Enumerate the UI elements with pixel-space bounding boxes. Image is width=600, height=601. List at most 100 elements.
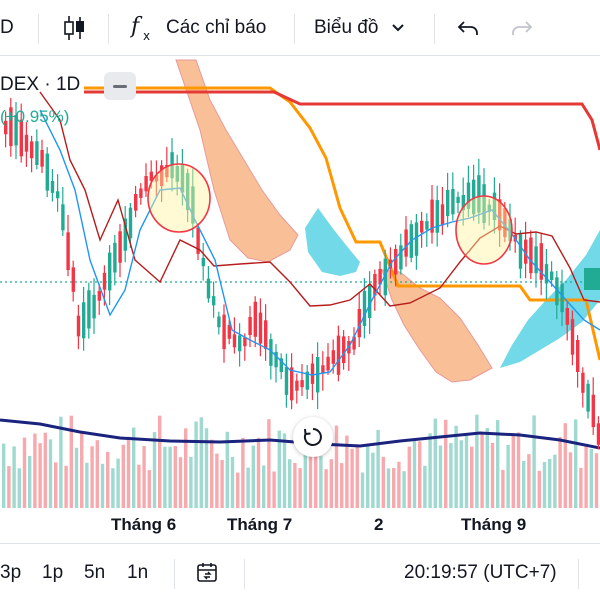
- candles-button[interactable]: [62, 0, 86, 56]
- x-axis-label: Tháng 9: [461, 515, 527, 534]
- candle: [310, 363, 315, 384]
- candle: [9, 107, 13, 146]
- range-button[interactable]: 1p: [42, 561, 64, 583]
- candle: [82, 302, 86, 339]
- volume-bar: [423, 465, 427, 508]
- undo-icon: [457, 21, 478, 35]
- candle: [87, 290, 91, 329]
- volume-bar: [324, 469, 328, 508]
- volume-bar: [366, 445, 370, 508]
- volume-bar: [100, 463, 105, 508]
- candle: [555, 277, 559, 306]
- volume-bar: [184, 428, 188, 508]
- redo-icon: [512, 21, 533, 35]
- toolbar-divider: [38, 14, 39, 44]
- volume-bar: [563, 423, 567, 508]
- candle: [134, 194, 138, 211]
- volume-bar: [12, 446, 16, 508]
- candle: [253, 301, 257, 337]
- candle: [154, 175, 159, 182]
- candle: [102, 272, 107, 290]
- candle: [61, 204, 65, 231]
- reset-view-icon: [303, 428, 322, 446]
- candle: [336, 335, 341, 375]
- volume-bar: [215, 453, 219, 508]
- volume-bar: [418, 441, 422, 508]
- volume-bar: [142, 446, 146, 508]
- volume-bar: [33, 433, 37, 508]
- volume-bar: [210, 439, 214, 508]
- range-button[interactable]: 1n: [127, 561, 149, 583]
- range-button[interactable]: 3p: [0, 561, 22, 583]
- candle: [539, 243, 543, 280]
- volume-bar: [340, 463, 344, 508]
- candle: [399, 245, 403, 270]
- candle: [206, 278, 211, 299]
- volume-bar: [236, 472, 240, 508]
- volume-bar: [532, 415, 536, 508]
- volume-bar: [381, 456, 385, 508]
- highlight-circle: [455, 195, 513, 265]
- volume-bar: [402, 471, 406, 508]
- volume-bar: [69, 415, 73, 508]
- volume-bar: [589, 448, 593, 508]
- price-chart[interactable]: [0, 57, 600, 540]
- symbol-button[interactable]: D: [0, 0, 14, 56]
- volume-bar: [542, 462, 547, 508]
- volume-bar: [106, 451, 110, 508]
- candle: [35, 141, 39, 165]
- volume-bar: [449, 443, 453, 508]
- range-button[interactable]: 5n: [84, 561, 106, 583]
- volume-bar: [22, 437, 27, 508]
- chart-type-button[interactable]: Biểu đồ: [314, 0, 406, 56]
- clock-timezone[interactable]: 20:19:57 (UTC+7): [404, 561, 557, 583]
- volume-bar: [464, 434, 469, 508]
- volume-bar: [126, 436, 131, 508]
- volume-bar: [48, 439, 53, 508]
- volume-bar: [163, 446, 167, 508]
- candle: [264, 320, 268, 349]
- volume-bar: [511, 433, 515, 508]
- candle: [180, 164, 185, 193]
- candle: [165, 165, 169, 178]
- volume-bar: [397, 461, 401, 508]
- volume-bar: [568, 452, 573, 508]
- candle: [248, 317, 252, 335]
- toolbar-divider: [108, 14, 109, 44]
- volume-bar: [334, 425, 339, 508]
- legend-collapse-button[interactable]: [104, 72, 136, 100]
- volume-bar: [496, 420, 500, 508]
- candle: [201, 257, 205, 267]
- candle: [128, 207, 133, 239]
- date-range-button[interactable]: [195, 544, 221, 601]
- volume-bar: [574, 419, 578, 508]
- candle: [14, 114, 18, 146]
- indicators-button[interactable]: f x Các chỉ báo: [130, 0, 266, 56]
- candle: [518, 234, 523, 269]
- candle: [362, 291, 367, 326]
- candle: [160, 165, 164, 187]
- undo-button[interactable]: [456, 0, 480, 56]
- candle: [30, 141, 34, 159]
- volume-bar: [241, 437, 245, 508]
- volume-bar: [64, 465, 68, 508]
- candle: [97, 291, 101, 301]
- volume-bar: [282, 433, 287, 508]
- svg-text:x: x: [143, 29, 150, 42]
- candle: [482, 184, 486, 223]
- candle: [284, 367, 289, 395]
- candle: [591, 394, 595, 428]
- volume-bar: [392, 468, 396, 508]
- volume-bar: [230, 457, 235, 508]
- volume-bar: [298, 468, 302, 508]
- redo-button[interactable]: [510, 0, 534, 56]
- candle: [352, 336, 356, 350]
- candle: [550, 271, 554, 281]
- candle: [357, 308, 361, 338]
- candle: [342, 336, 346, 364]
- reset-view-button[interactable]: [293, 417, 333, 457]
- toolbar-divider: [434, 14, 435, 44]
- volume-bar: [329, 459, 333, 508]
- volume-bar: [350, 448, 354, 508]
- volume-bar: [267, 419, 271, 508]
